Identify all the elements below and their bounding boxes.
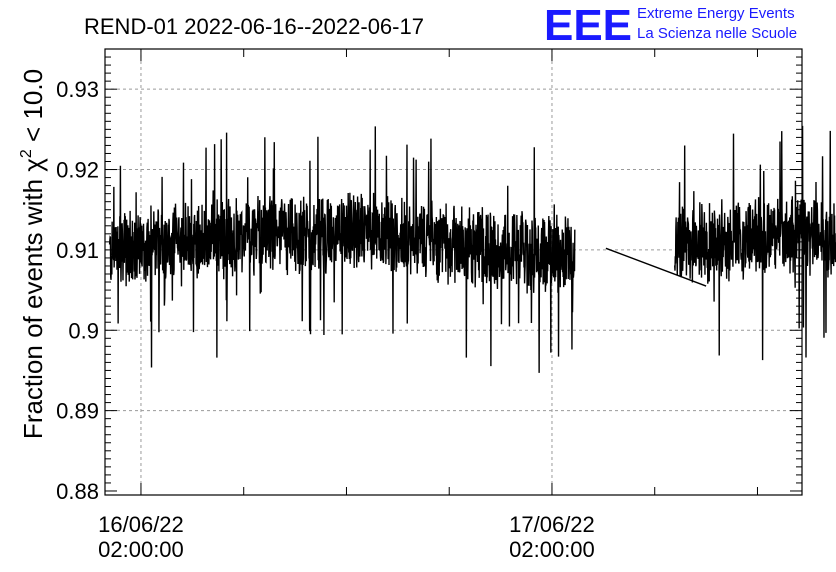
eee-logo: EEE Extreme Energy Events La Scienza nel… xyxy=(544,1,797,50)
series-gap-connector xyxy=(605,247,707,287)
x-tick-label-time: 02:00:00 xyxy=(509,537,595,562)
x-tick-label-date: 16/06/22 xyxy=(98,512,184,537)
x-tick-label-date: 17/06/22 xyxy=(509,512,595,537)
y-axis-label-prefix: Fraction of events with xyxy=(18,172,48,439)
series-line-segment-1 xyxy=(108,126,576,373)
y-tick-label: 0.88 xyxy=(56,479,99,504)
y-tick-label: 0.9 xyxy=(68,318,99,343)
y-tick-label: 0.93 xyxy=(56,77,99,102)
logo-line-2: La Scienza nelle Scuole xyxy=(637,25,797,42)
plot-frame xyxy=(104,48,803,496)
y-tick-label: 0.89 xyxy=(56,399,99,424)
y-axis-label-exponent: 2 xyxy=(18,149,35,158)
y-tick-label: 0.92 xyxy=(56,158,99,183)
y-axis-label-suffix: < 10.0 xyxy=(18,69,48,149)
logo-line-1: Extreme Energy Events xyxy=(637,5,795,22)
y-axis-label-chi: χ xyxy=(18,158,48,172)
eee-logo-text: EEE xyxy=(544,1,632,50)
grid-lines xyxy=(105,49,802,495)
y-tick-labels: 0.88 0.89 0.9 0.91 0.92 0.93 xyxy=(56,77,99,504)
y-axis-label: Fraction of events with χ2 < 10.0 xyxy=(18,69,48,439)
plot-border xyxy=(104,48,803,496)
series-line-segment-2 xyxy=(674,125,836,361)
series-group xyxy=(108,125,836,373)
chart-title: REND-01 2022-06-16--2022-06-17 xyxy=(84,14,424,39)
x-tick-label-time: 02:00:00 xyxy=(98,537,184,562)
y-tick-label: 0.91 xyxy=(56,238,99,263)
